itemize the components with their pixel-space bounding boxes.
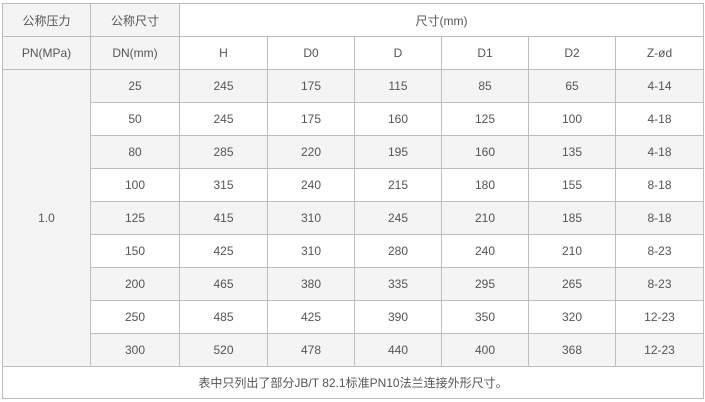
dimension-cell: 245 [179,102,268,136]
dimension-cell: 210 [528,234,616,268]
table-row: 100 315 240 215 180 155 8-18 [3,168,705,202]
header-dimensions-label: 尺寸(mm) [178,3,705,37]
dimension-cell: 265 [528,267,616,301]
dimension-cell: 4-14 [614,69,705,103]
header-size-label: 公称尺寸 [90,3,180,37]
dimension-cell: 8-23 [614,234,705,268]
column-header: D0 [267,36,355,70]
dimension-cell: 335 [354,267,442,301]
table-row: 250 485 425 390 350 320 12-23 [3,300,705,334]
dimension-cell: 85 [441,69,529,103]
dimension-cell: 315 [179,168,268,202]
column-header: D1 [441,36,529,70]
dimension-cell: 310 [267,234,355,268]
dimension-cell: 8-18 [614,201,705,235]
table-row: 1.0 25 245 175 115 85 65 4-14 [2,69,705,367]
dimension-cell: 240 [267,168,355,202]
dimension-cell: 368 [528,333,616,367]
dimension-cell: 160 [354,102,442,136]
table-row: 150 425 310 280 240 210 8-23 [3,234,705,268]
dimension-cell: 65 [528,69,616,103]
footnote: 表中只列出了部分JB/T 82.1标准PN10法兰连接外形尺寸。 [1,366,705,399]
dimension-cell: 12-23 [614,300,705,334]
dimension-cell: 175 [267,69,355,103]
dimension-cell: 440 [354,333,442,367]
column-header: D [354,36,442,70]
dn-cell: 300 [90,333,180,367]
dimension-cell: 210 [441,201,529,235]
column-header: D2 [528,36,616,70]
dimension-cell: 520 [179,333,268,367]
table-row: 300 520 478 440 400 368 12-23 [3,333,705,367]
dimension-cell: 485 [179,300,268,334]
dimension-cell: 380 [267,267,355,301]
dimension-cell: 12-23 [614,333,705,367]
dimension-cell: 115 [354,69,442,103]
dimension-cell: 160 [441,135,529,169]
dimension-cell: 8-23 [614,267,705,301]
column-header: Z-ød [614,36,705,70]
dimension-cell: 125 [441,102,529,136]
dimension-cell: 240 [441,234,529,268]
dn-cell: 200 [90,267,180,301]
dimension-cell: 310 [267,201,355,235]
dimension-cell: 425 [267,300,355,334]
header-pressure-label: 公称压力 [2,3,91,37]
dimension-cell: 215 [354,168,442,202]
header-pressure-unit: PN(MPa) [2,36,91,70]
dimension-cell: 400 [441,333,529,367]
dimension-cell: 220 [267,135,355,169]
header-row-1: 公称压力 公称尺寸 尺寸(mm) [2,3,705,37]
header-size-unit: DN(mm) [90,36,180,70]
dn-cell: 80 [90,135,180,169]
header-row-2: PN(MPa) DN(mm) H D0 D D1 D2 Z-ød [2,36,705,70]
dimension-cell: 185 [528,201,616,235]
dimension-cell: 135 [528,135,616,169]
dimension-cell: 100 [528,102,616,136]
dimension-cell: 155 [528,168,616,202]
dn-cell: 150 [90,234,180,268]
dimension-cell: 350 [441,300,529,334]
dn-cell: 50 [90,102,180,136]
dimension-cell: 415 [179,201,268,235]
dimension-cell: 8-18 [614,168,705,202]
column-header: H [179,36,268,70]
dimension-cell: 195 [354,135,442,169]
dimension-cell: 320 [528,300,616,334]
dimension-cell: 245 [354,201,442,235]
dimension-cell: 245 [179,69,268,103]
table-row: 50 245 175 160 125 100 4-18 [3,102,705,136]
dn-cell: 250 [90,300,180,334]
table-row: 80 285 220 195 160 135 4-18 [3,135,705,169]
dimension-cell: 425 [179,234,268,268]
dimension-cell: 295 [441,267,529,301]
dimension-cell: 180 [441,168,529,202]
table-row: 125 415 310 245 210 185 8-18 [3,201,705,235]
dn-cell: 100 [90,168,180,202]
dimension-cell: 4-18 [614,102,705,136]
dn-cell: 25 [90,69,180,103]
flange-dimensions-table: 公称压力 公称尺寸 尺寸(mm) PN(MPa) DN(mm) H D0 D D… [1,3,705,399]
dimension-cell: 280 [354,234,442,268]
dimension-cell: 478 [267,333,355,367]
pressure-value-cell: 1.0 [2,69,91,367]
dimension-cell: 285 [179,135,268,169]
dimension-cell: 390 [354,300,442,334]
table-row: 200 465 380 335 295 265 8-23 [3,267,705,301]
dimension-cell: 175 [267,102,355,136]
footnote-row: 表中只列出了部分JB/T 82.1标准PN10法兰连接外形尺寸。 [1,366,705,399]
dimension-cell: 4-18 [614,135,705,169]
dimension-cell: 465 [179,267,268,301]
dn-cell: 125 [90,201,180,235]
